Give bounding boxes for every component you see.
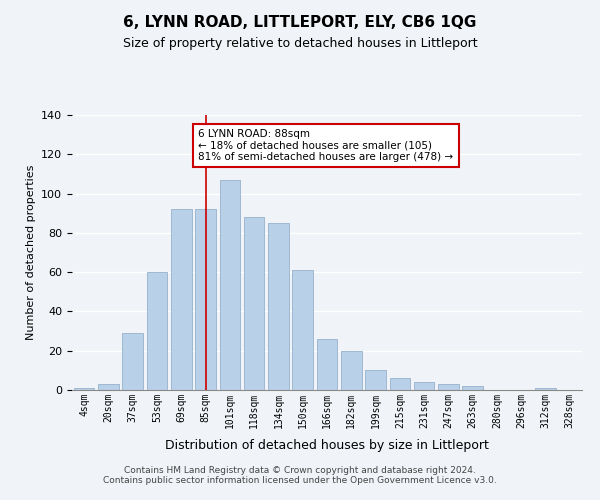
X-axis label: Distribution of detached houses by size in Littleport: Distribution of detached houses by size …: [165, 439, 489, 452]
Bar: [341, 350, 362, 390]
Bar: [414, 382, 434, 390]
Bar: [317, 339, 337, 390]
Bar: [171, 210, 191, 390]
Text: Size of property relative to detached houses in Littleport: Size of property relative to detached ho…: [122, 38, 478, 51]
Bar: [463, 386, 483, 390]
Bar: [365, 370, 386, 390]
Bar: [438, 384, 459, 390]
Bar: [195, 210, 216, 390]
Bar: [74, 388, 94, 390]
Bar: [292, 270, 313, 390]
Text: Contains HM Land Registry data © Crown copyright and database right 2024.
Contai: Contains HM Land Registry data © Crown c…: [103, 466, 497, 485]
Bar: [122, 333, 143, 390]
Text: 6 LYNN ROAD: 88sqm
← 18% of detached houses are smaller (105)
81% of semi-detach: 6 LYNN ROAD: 88sqm ← 18% of detached hou…: [198, 128, 454, 162]
Bar: [98, 384, 119, 390]
Bar: [220, 180, 240, 390]
Bar: [244, 217, 265, 390]
Bar: [535, 388, 556, 390]
Bar: [268, 223, 289, 390]
Text: 6, LYNN ROAD, LITTLEPORT, ELY, CB6 1QG: 6, LYNN ROAD, LITTLEPORT, ELY, CB6 1QG: [124, 15, 476, 30]
Bar: [389, 378, 410, 390]
Y-axis label: Number of detached properties: Number of detached properties: [26, 165, 35, 340]
Bar: [146, 272, 167, 390]
